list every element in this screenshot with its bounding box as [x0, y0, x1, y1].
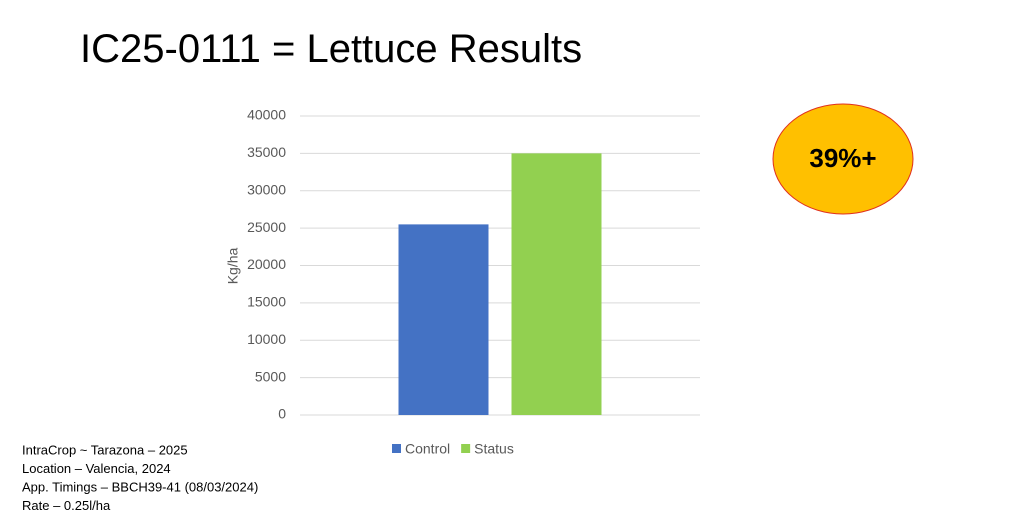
legend-swatch	[461, 444, 471, 453]
note: IntraCrop ~ Tarazona – 2025	[22, 442, 188, 457]
bar	[511, 153, 602, 415]
y-tick-label: 15000	[247, 294, 286, 310]
callout-text: 39%+	[809, 143, 876, 173]
y-tick-label: 10000	[247, 331, 286, 347]
legend-label: Status	[474, 441, 514, 457]
note: Rate – 0.25l/ha	[22, 498, 111, 513]
note: Location – Valencia, 2024	[22, 461, 171, 476]
y-tick-label: 25000	[247, 219, 286, 235]
y-axis-label: Kg/ha	[225, 247, 241, 284]
y-tick-label: 0	[278, 406, 286, 422]
y-tick-label: 35000	[247, 144, 286, 160]
y-tick-label: 30000	[247, 181, 286, 197]
legend-swatch	[392, 444, 401, 453]
y-tick-label: 5000	[255, 368, 286, 384]
legend-label: Control	[405, 441, 450, 457]
callout-ellipse	[772, 103, 914, 215]
note: App. Timings – BBCH39-41 (08/03/2024)	[22, 479, 258, 494]
slide-title: IC25-0111 = Lettuce Results	[80, 27, 582, 71]
y-tick-label: 40000	[247, 107, 286, 123]
y-tick-label: 20000	[247, 256, 286, 272]
bar	[398, 224, 489, 415]
